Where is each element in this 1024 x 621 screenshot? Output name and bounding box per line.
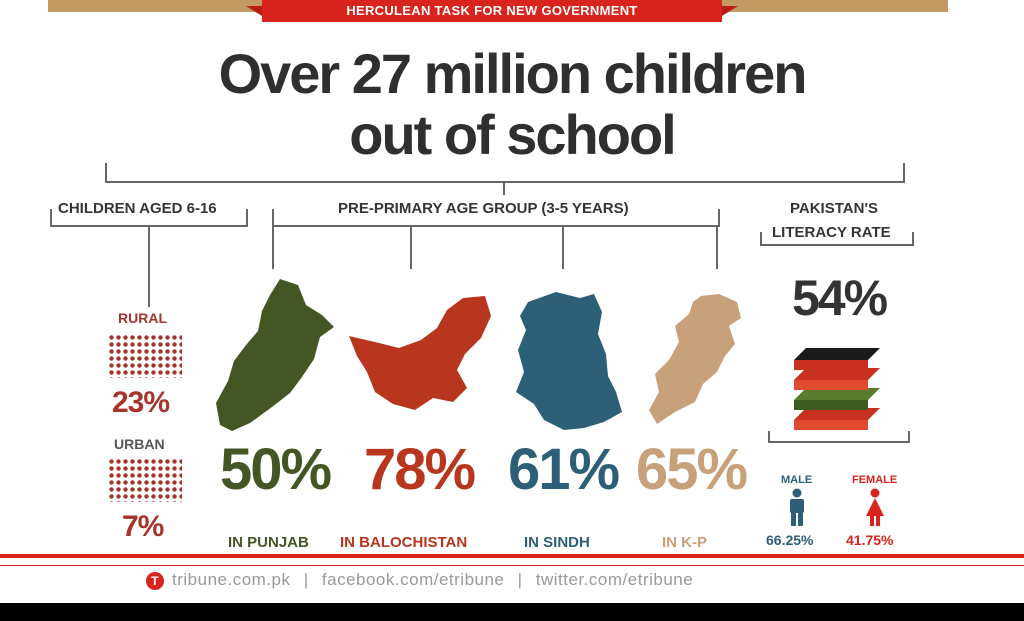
rural-people-icons	[108, 334, 182, 378]
female-figure-icon	[866, 488, 884, 526]
children-aged-bracket	[50, 209, 248, 227]
pre-primary-label: PRE-PRIMARY AGE GROUP (3-5 YEARS)	[338, 200, 629, 217]
sindh-map-icon	[516, 292, 622, 430]
sindh-pct: 61%	[508, 437, 620, 502]
headline-bracket-stem	[503, 181, 505, 195]
male-figure-icon	[790, 488, 804, 526]
rural-pct: 23%	[112, 386, 170, 419]
balochistan-name: IN BALOCHISTAN	[340, 534, 468, 551]
male-pct: 66.25%	[766, 532, 814, 548]
headline-bracket	[105, 163, 905, 183]
pre-primary-stem-4	[716, 227, 718, 269]
female-pct: 41.75%	[846, 532, 894, 548]
literacy-label-line2: LITERACY RATE	[772, 224, 891, 241]
literacy-pct: 54%	[792, 270, 888, 326]
headline-line2: out of school	[349, 103, 677, 166]
literacy-label-line1: PAKISTAN'S	[790, 200, 879, 217]
pre-primary-stem-1	[272, 227, 274, 269]
female-label: FEMALE	[852, 474, 898, 486]
footer-twitter-link[interactable]: twitter.com/etribune	[535, 570, 694, 589]
footer-rule	[0, 554, 1024, 558]
pre-primary-stem-2	[410, 227, 412, 269]
urban-people-icons	[108, 458, 182, 502]
male-label: MALE	[781, 474, 813, 486]
pre-primary-stem-3	[562, 227, 564, 269]
book-stack-icon	[794, 348, 880, 430]
footer-separator: |	[303, 570, 309, 589]
punjab-pct: 50%	[220, 437, 332, 502]
footer-facebook-link[interactable]: facebook.com/etribune	[321, 570, 505, 589]
headline-line1: Over 27 million children	[218, 42, 808, 105]
kp-pct: 65%	[636, 437, 748, 502]
page-background	[0, 0, 1024, 603]
punjab-name: IN PUNJAB	[228, 534, 309, 551]
literacy-split-line	[768, 441, 910, 443]
footer-rule-thin	[0, 565, 1024, 566]
punjab-map-icon	[216, 279, 334, 431]
children-aged-label: CHILDREN AGED 6-16	[58, 200, 217, 217]
rural-label: RURAL	[118, 310, 167, 326]
footer-separator: |	[517, 570, 523, 589]
banner-ribbon: HERCULEAN TASK FOR NEW GOVERNMENT	[246, 0, 738, 22]
footer-site-link[interactable]: tribune.com.pk	[172, 570, 291, 589]
literacy-split-left	[768, 431, 770, 443]
balochistan-pct: 78%	[364, 437, 476, 502]
sindh-name: IN SINDH	[524, 534, 590, 551]
kp-map-icon	[649, 294, 741, 424]
children-aged-stem	[148, 227, 150, 307]
tribune-logo-icon: T	[146, 571, 164, 590]
urban-label: URBAN	[114, 436, 165, 452]
kp-name: IN K-P	[662, 534, 707, 551]
pre-primary-bracket	[272, 209, 720, 227]
literacy-split-right	[908, 431, 910, 443]
balochistan-map-icon	[349, 296, 491, 410]
urban-pct: 7%	[122, 510, 164, 543]
literacy-bracket	[760, 232, 914, 246]
